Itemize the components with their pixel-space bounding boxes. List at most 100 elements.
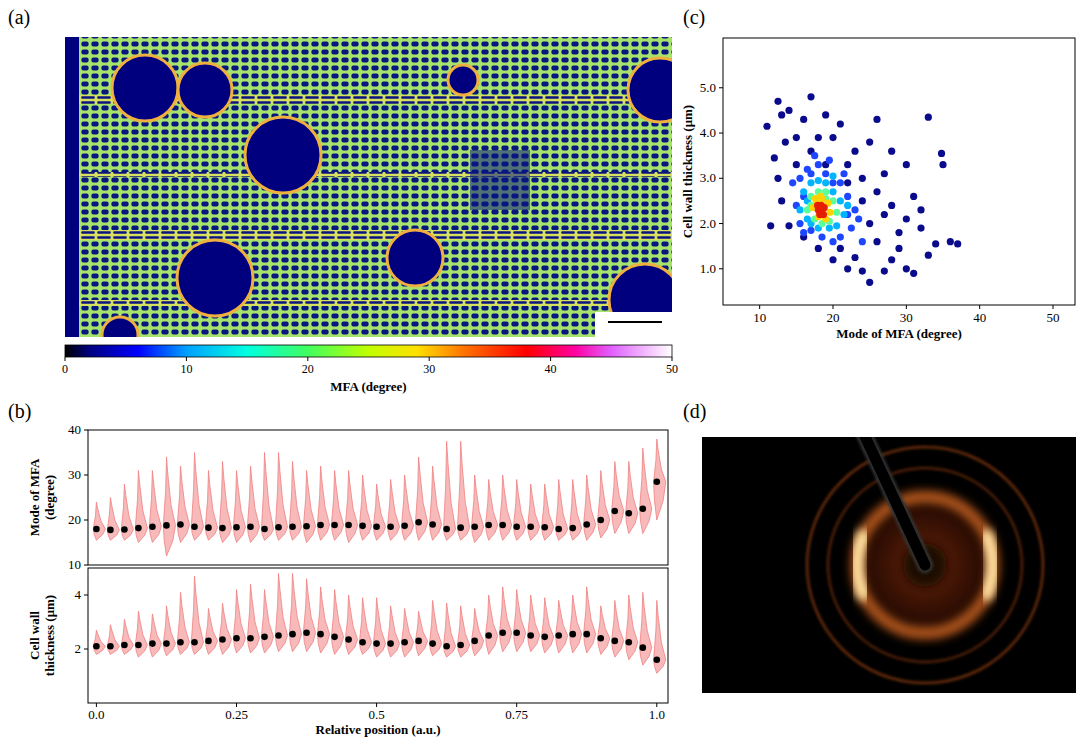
y-tick: [84, 649, 88, 650]
median-dot: [191, 523, 198, 530]
figure: (a)01020304050MFA (degree)10203040Mode o…: [0, 0, 1081, 742]
y-tick-label: 40: [68, 422, 81, 437]
y-tick-label: 30: [68, 467, 81, 482]
violin: [416, 457, 428, 540]
axis-title-line: (degree): [42, 475, 57, 520]
median-dot: [345, 636, 352, 643]
violin: [107, 498, 119, 541]
point: [917, 206, 924, 213]
panel-label: (b): [8, 400, 31, 423]
median-dot: [625, 639, 632, 646]
point: [910, 193, 917, 200]
median-dot: [373, 523, 380, 530]
ray: [65, 230, 672, 240]
y-tick: [84, 430, 88, 431]
point: [881, 211, 888, 218]
point: [851, 148, 858, 155]
median-dot: [149, 640, 156, 647]
point: [938, 150, 945, 157]
violin: [528, 595, 540, 652]
median-dot: [233, 524, 240, 531]
y-tick-label: 2: [75, 641, 82, 656]
violin: [612, 600, 624, 657]
violin: [233, 590, 245, 653]
point: [837, 197, 844, 204]
vessel: [628, 58, 672, 122]
x-tick: [1053, 305, 1054, 309]
point: [840, 170, 847, 177]
point: [822, 111, 829, 118]
violin: [640, 592, 652, 665]
median-dot: [485, 522, 492, 529]
point: [932, 240, 939, 247]
y-tick: [84, 595, 88, 596]
tissue: [65, 37, 672, 337]
point: [881, 170, 888, 177]
median-dot: [205, 638, 212, 645]
violin: [640, 448, 652, 534]
y-tick: [84, 520, 88, 521]
point: [837, 234, 844, 241]
median-dot: [513, 523, 520, 530]
colorbar: [65, 345, 672, 357]
violin: [135, 611, 147, 657]
median-dot: [107, 527, 114, 534]
median-dot: [121, 642, 128, 649]
point: [851, 206, 858, 213]
colorbar-tick: [672, 357, 673, 361]
violin: [289, 462, 301, 541]
point: [859, 175, 866, 182]
vessel: [245, 117, 321, 193]
vessel: [387, 230, 443, 286]
violin: [444, 603, 456, 657]
violin: [149, 614, 161, 657]
violin: [430, 600, 442, 655]
median-dot: [485, 632, 492, 639]
median-dot: [261, 526, 268, 533]
violin: [331, 590, 343, 655]
axis-title: Relative position (a.u.): [316, 722, 441, 737]
violin: [444, 441, 456, 540]
x-tick-label: 0.5: [368, 707, 384, 722]
edge: [65, 37, 79, 337]
median-dot: [219, 636, 226, 643]
point: [873, 188, 880, 195]
violin: [219, 603, 231, 654]
violin: [163, 606, 175, 656]
median-dot: [247, 635, 254, 642]
violin: [542, 598, 554, 653]
violin: [556, 600, 568, 653]
plot-area: [93, 439, 666, 556]
violin: [584, 587, 596, 653]
point: [763, 123, 770, 130]
violin: [93, 630, 105, 654]
violin: [303, 471, 315, 543]
median-dot: [331, 522, 338, 529]
violin: [514, 590, 526, 652]
violin: [388, 606, 400, 657]
point: [947, 238, 954, 245]
point: [829, 172, 836, 179]
median-dot: [415, 519, 422, 526]
point: [807, 170, 814, 177]
point: [888, 148, 895, 155]
median-dot: [289, 631, 296, 638]
violin: [654, 600, 666, 673]
point: [771, 154, 778, 161]
colorbar-tick-label: 50: [666, 362, 678, 376]
point: [895, 229, 902, 236]
point: [774, 98, 781, 105]
x-tick-label: 0.25: [225, 707, 248, 722]
violin: [570, 595, 582, 653]
point: [767, 222, 774, 229]
violin: [430, 466, 442, 540]
scale-bar-bg: [595, 312, 672, 337]
median-dot: [93, 526, 100, 533]
y-tick: [719, 178, 723, 179]
y-tick-label: 3.0: [700, 170, 716, 185]
violin: [626, 595, 638, 660]
point: [800, 229, 807, 236]
median-dot: [401, 639, 408, 646]
point: [859, 238, 866, 245]
point: [917, 224, 924, 231]
